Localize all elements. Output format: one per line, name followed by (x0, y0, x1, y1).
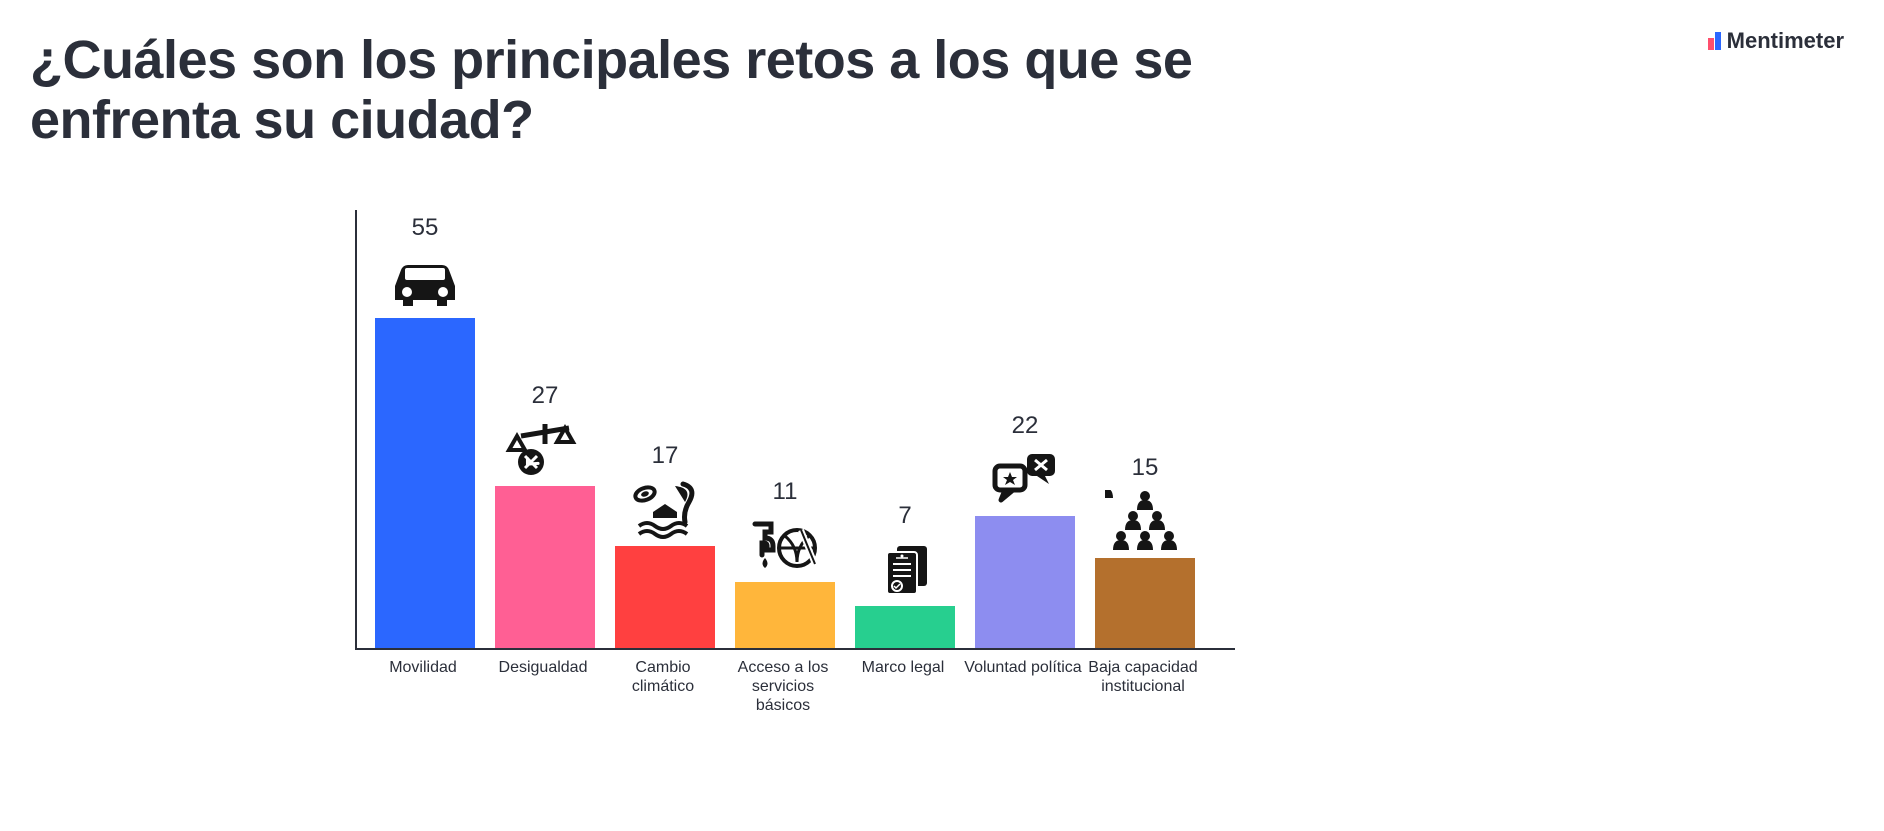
x-label: Movilidad (363, 658, 483, 677)
bar-value: 22 (1012, 412, 1039, 440)
bar-car: 55 (375, 214, 475, 648)
bar-legal: 7 (855, 502, 955, 648)
bar-inequality: 27 (495, 382, 595, 648)
chart-x-labels: MovilidadDesigualdadCambio climáticoAcce… (355, 658, 1235, 748)
bar-climate: 17 (615, 442, 715, 648)
car-icon (385, 250, 465, 314)
x-label: Marco legal (843, 658, 963, 677)
bar-rect (1095, 558, 1195, 648)
institutional-icon (1105, 490, 1185, 554)
bar-value: 7 (898, 502, 911, 530)
mentimeter-logo-icon (1708, 32, 1721, 50)
bar-chart: 55 27 17 11 7 22 15 MovilidadDesigualdadCambio… (355, 210, 1235, 750)
bar-rect (615, 546, 715, 648)
bar-value: 27 (532, 382, 559, 410)
bar-value: 17 (652, 442, 679, 470)
page-title: ¿Cuáles son los principales retos a los … (30, 30, 1330, 151)
legal-icon (865, 538, 945, 602)
inequality-icon (505, 418, 585, 482)
brand-name: Mentimeter (1727, 28, 1844, 54)
bar-rect (975, 516, 1075, 648)
x-label: Desigualdad (483, 658, 603, 677)
bar-rect (855, 606, 955, 648)
brand-badge: Mentimeter (1708, 28, 1844, 54)
x-label: Cambio climático (603, 658, 723, 696)
x-label: Acceso a los servicios básicos (723, 658, 843, 716)
bar-services: 11 (735, 478, 835, 648)
services-icon (745, 514, 825, 578)
climate-icon (625, 478, 705, 542)
bar-rect (375, 318, 475, 648)
bar-value: 55 (412, 214, 439, 242)
political-will-icon (985, 448, 1065, 512)
bar-rect (495, 486, 595, 648)
bar-value: 11 (773, 478, 798, 506)
bar-value: 15 (1132, 454, 1159, 482)
bar-institutional: 15 (1095, 454, 1195, 648)
x-label: Voluntad política (963, 658, 1083, 677)
bar-rect (735, 582, 835, 648)
chart-plot-area: 55 27 17 11 7 22 15 (355, 210, 1235, 650)
x-label: Baja capacidad institucional (1083, 658, 1203, 696)
bar-political-will: 22 (975, 412, 1075, 648)
